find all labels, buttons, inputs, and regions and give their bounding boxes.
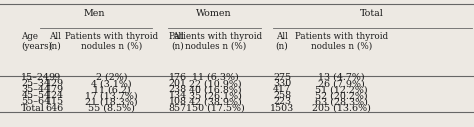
- Text: 52 (20.2%): 52 (20.2%): [315, 91, 368, 100]
- Text: 150 (17.5%): 150 (17.5%): [186, 104, 245, 113]
- Text: 330: 330: [273, 79, 291, 88]
- Text: 258: 258: [273, 91, 291, 100]
- Text: 55–64: 55–64: [21, 97, 50, 106]
- Text: 11 (6.2): 11 (6.2): [92, 85, 130, 94]
- Text: 51 (12.2%): 51 (12.2%): [315, 85, 368, 94]
- Text: 55 (8.5%): 55 (8.5%): [88, 104, 135, 113]
- Text: Total: Total: [21, 104, 45, 113]
- Text: 134: 134: [169, 91, 187, 100]
- Text: Patients with thyroid
nodules n (%): Patients with thyroid nodules n (%): [295, 32, 388, 51]
- Text: 179: 179: [46, 85, 64, 94]
- Text: 4 (3.1%): 4 (3.1%): [91, 79, 132, 88]
- Text: All
(n): All (n): [172, 32, 184, 51]
- Text: 124: 124: [46, 91, 64, 100]
- Text: 25–34: 25–34: [21, 79, 50, 88]
- Text: Men: Men: [84, 9, 106, 18]
- Text: 205 (13.6%): 205 (13.6%): [312, 104, 371, 113]
- Text: 63 (28.3%): 63 (28.3%): [315, 97, 368, 106]
- Text: 646: 646: [46, 104, 64, 113]
- Text: 35–44: 35–44: [21, 85, 50, 94]
- Text: 275: 275: [273, 73, 291, 82]
- Text: 238: 238: [169, 85, 187, 94]
- Text: 11 (6.3%): 11 (6.3%): [192, 73, 239, 82]
- Text: 201: 201: [169, 79, 187, 88]
- Text: Total: Total: [360, 9, 384, 18]
- Text: 99: 99: [48, 73, 61, 82]
- Text: 2 (2%): 2 (2%): [96, 73, 127, 82]
- Text: Patients with thyroid
nodules n (%): Patients with thyroid nodules n (%): [65, 32, 158, 51]
- Text: All
(n): All (n): [48, 32, 61, 51]
- Text: 857: 857: [169, 104, 187, 113]
- Text: 26 (7.9%): 26 (7.9%): [318, 79, 365, 88]
- Text: 417: 417: [273, 85, 291, 94]
- Text: 42 (38.9%): 42 (38.9%): [189, 97, 242, 106]
- Text: Women: Women: [195, 9, 231, 18]
- Text: All
(n): All (n): [276, 32, 288, 51]
- Text: 35 (26.1%): 35 (26.1%): [189, 91, 242, 100]
- Text: 17 (13.7%): 17 (13.7%): [85, 91, 138, 100]
- Text: 129: 129: [46, 79, 64, 88]
- Text: Patients with thyroid
nodules n (%): Patients with thyroid nodules n (%): [169, 32, 262, 51]
- Text: 115: 115: [46, 97, 64, 106]
- Text: 21 (18.3%): 21 (18.3%): [85, 97, 138, 106]
- Text: 108: 108: [169, 97, 187, 106]
- Text: 22 (10.9%): 22 (10.9%): [189, 79, 242, 88]
- Text: 13 (4.7%): 13 (4.7%): [318, 73, 365, 82]
- Text: 223: 223: [273, 97, 291, 106]
- Text: 45–54: 45–54: [21, 91, 50, 100]
- Text: 1503: 1503: [270, 104, 294, 113]
- Text: 40 (16.8%): 40 (16.8%): [189, 85, 242, 94]
- Text: 15–24: 15–24: [21, 73, 50, 82]
- Text: Age
(years): Age (years): [21, 32, 53, 51]
- Text: 176: 176: [169, 73, 187, 82]
